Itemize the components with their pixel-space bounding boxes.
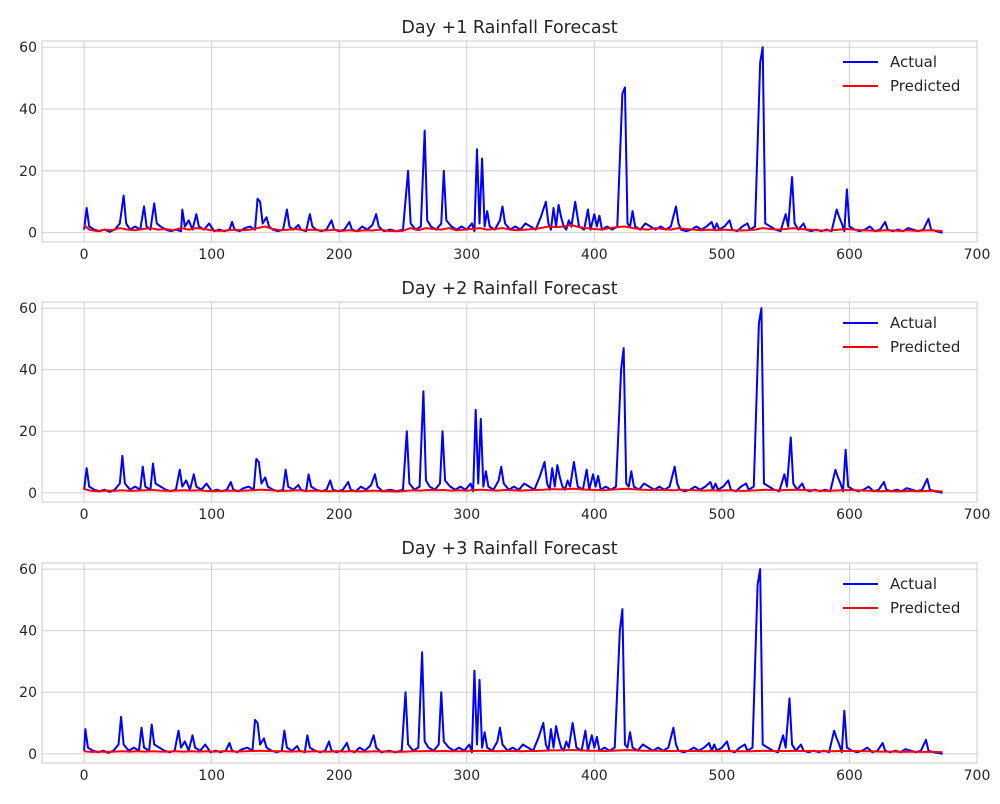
- x-tick-label: 300: [453, 507, 480, 523]
- y-tick-label: 0: [28, 226, 37, 242]
- x-tick-label: 300: [453, 768, 480, 784]
- y-tick-label: 40: [19, 624, 37, 640]
- x-tick-label: 500: [709, 768, 736, 784]
- x-tick-label: 400: [581, 768, 608, 784]
- x-tick-label: 400: [581, 507, 608, 523]
- x-tick-label: 600: [836, 768, 863, 784]
- x-tick-label: 0: [80, 507, 89, 523]
- plot-area: [42, 302, 977, 502]
- y-tick-label: 20: [19, 685, 37, 701]
- x-tick-label: 0: [80, 768, 89, 784]
- legend-label: Predicted: [890, 599, 960, 617]
- y-tick-label: 20: [19, 164, 37, 180]
- y-tick-label: 60: [19, 40, 37, 56]
- y-tick-label: 60: [19, 301, 37, 317]
- legend: Actual Predicted: [843, 314, 960, 356]
- chart-title: Day +2 Rainfall Forecast: [401, 279, 617, 299]
- y-tick-label: 40: [19, 102, 37, 118]
- x-tick-label: 100: [198, 247, 225, 263]
- series-line-actual: [83, 307, 943, 494]
- y-tick-label: 0: [28, 747, 37, 763]
- y-tick-label: 20: [19, 424, 37, 440]
- series-line-predicted: [83, 487, 943, 493]
- legend-label: Predicted: [890, 338, 960, 356]
- legend: Actual Predicted: [843, 575, 960, 617]
- x-tick-label: 700: [964, 507, 991, 523]
- chart-title: Day +3 Rainfall Forecast: [401, 539, 617, 559]
- chart-title: Day +1 Rainfall Forecast: [401, 18, 617, 38]
- subplot-1: 0 100 200 300 400 500 600 700 0 20 40 60 Day +1 Rain…: [19, 18, 990, 263]
- x-tick-label: 0: [80, 247, 89, 263]
- x-tick-label: 200: [326, 507, 353, 523]
- x-tick-label: 200: [326, 247, 353, 263]
- plot-frame: [41, 562, 978, 764]
- plot-area: [42, 563, 977, 763]
- x-tick-label: 600: [836, 507, 863, 523]
- x-tick-label: 600: [836, 247, 863, 263]
- legend-label: Predicted: [890, 77, 960, 95]
- x-tick-label: 400: [581, 247, 608, 263]
- y-tick-label: 40: [19, 363, 37, 379]
- plot-frame: [41, 301, 978, 503]
- legend: Actual Predicted: [843, 53, 960, 95]
- x-tick-label: 100: [198, 507, 225, 523]
- x-tick-label: 500: [709, 507, 736, 523]
- plot-area: [42, 41, 977, 242]
- legend-label: Actual: [890, 53, 937, 71]
- y-tick-label: 60: [19, 562, 37, 578]
- series-line-actual: [83, 568, 943, 755]
- series-line-predicted: [84, 749, 943, 754]
- legend-label: Actual: [890, 575, 937, 593]
- x-tick-label: 100: [198, 768, 225, 784]
- x-tick-label: 200: [326, 768, 353, 784]
- subplot-2: 0 100 200 300 400 500 600 700 0 20 40 60 Day +2 Rain…: [19, 279, 990, 523]
- x-tick-label: 700: [964, 768, 991, 784]
- x-tick-label: 500: [709, 247, 736, 263]
- y-tick-label: 0: [28, 486, 37, 502]
- legend-label: Actual: [890, 314, 937, 332]
- x-tick-label: 700: [964, 247, 991, 263]
- plot-frame: [41, 40, 978, 243]
- x-tick-label: 300: [453, 247, 480, 263]
- subplot-3: 0 100 200 300 400 500 600 700 0 20 40 60 Day +3 Rain…: [19, 539, 990, 784]
- series-line-predicted: [83, 223, 943, 233]
